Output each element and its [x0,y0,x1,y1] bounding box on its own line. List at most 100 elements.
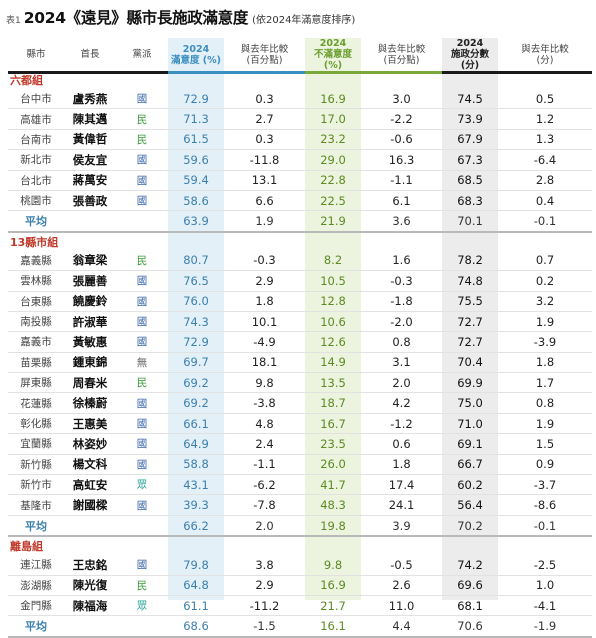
empty-cell [64,515,116,538]
unsat-change-value: -0.5 [361,555,442,576]
unsat-change-value: 6.1 [361,190,442,212]
table-row: 台中市 盧秀燕國 72.9 0.3 16.9 3.0 74.5 0.5 [8,89,592,110]
group-name: 13縣市組 [10,235,59,249]
mayor-name: 饒慶鈴 [64,291,116,312]
score-value: 68.1 [442,595,498,617]
party-cell: 眾 [116,474,168,496]
page-title: 2024《遠見》縣市長施政滿意度 [23,9,249,27]
party-cell: 國 [116,170,168,191]
dissatisfaction-value: 21.7 [305,595,361,617]
header-bar-dark [442,71,592,74]
empty-cell [64,210,116,233]
mayor-name: 林姿妙 [64,433,116,455]
city-cell: 連江縣 [8,555,64,576]
sat-change-value: -0.3 [224,250,305,272]
satisfaction-value: 76.0 [168,291,224,312]
satisfaction-value: 58.8 [168,454,224,476]
satisfaction-value: 69.7 [168,352,224,374]
unsat-change-value: 1.6 [361,250,442,272]
header-bar-blue [168,71,305,74]
satisfaction-value: 74.3 [168,311,224,333]
dissatisfaction-value: 8.2 [305,250,361,272]
table-row: 宜蘭縣 林姿妙國 64.9 2.4 23.5 0.6 69.1 1.5 [8,433,592,455]
score-change-value: 1.3 [498,129,592,151]
sat-change-value: -4.9 [224,331,305,353]
empty-cell [116,210,168,233]
avg-score-change: -1.9 [498,615,592,638]
sat-change-value: 0.3 [224,129,305,151]
city-cell: 高雄市 [8,108,64,130]
group-header-row: 六都組 [8,71,592,89]
dissatisfaction-value: 12.6 [305,331,361,353]
mayor-name: 陳光復 [64,575,116,596]
unsat-change-value: 0.8 [361,331,442,353]
dissatisfaction-value: 26.0 [305,454,361,476]
score-change-value: -4.1 [498,595,592,617]
unsat-change-value: 17.4 [361,474,442,496]
mayor-name: 周春米 [64,372,116,394]
group-name: 六都組 [10,74,43,87]
table-row: 苗栗縣 鍾東錦無 69.7 18.1 14.9 3.1 70.4 1.8 [8,352,592,374]
city-cell: 台北市 [8,170,64,191]
unsat-change-value: -1.2 [361,413,442,435]
satisfaction-value: 69.2 [168,392,224,414]
sat-change-value: 10.1 [224,311,305,333]
party-cell: 民 [116,108,168,130]
score-change-value: 1.9 [498,311,592,333]
party-cell: 國 [116,89,168,110]
sat-change-value: -11.2 [224,595,305,617]
average-label: 平均 [8,615,64,638]
unsat-change-value: -0.6 [361,129,442,151]
header-satisfaction: 2024 滿意度 (%) [170,43,221,66]
table-row: 花蓮縣 徐榛蔚國 69.2 -3.8 18.7 4.2 75.0 0.8 [8,392,592,414]
header-unsat-change: 與去年比較 (百分點) [377,43,426,66]
mayor-name: 蔣萬安 [64,170,116,191]
sat-change-value: 6.6 [224,190,305,212]
score-value: 69.9 [442,372,498,394]
party-cell: 國 [116,494,168,516]
satisfaction-value: 64.9 [168,433,224,455]
dissatisfaction-value: 16.9 [305,575,361,596]
score-change-value: -6.4 [498,149,592,171]
city-cell: 桃園市 [8,190,64,212]
sat-change-value: -3.8 [224,392,305,414]
score-value: 74.8 [442,270,498,292]
avg-sat-change: -1.5 [224,615,305,638]
score-value: 67.3 [442,149,498,171]
score-value: 72.7 [442,311,498,333]
table-row: 新北市 侯友宜國 59.6 -11.8 29.0 16.3 67.3 -6.4 [8,149,592,171]
table-row: 桃園市 張善政國 58.6 6.6 22.5 6.1 68.3 0.4 [8,190,592,212]
satisfaction-value: 58.6 [168,190,224,212]
score-value: 68.3 [442,190,498,212]
satisfaction-value: 61.1 [168,595,224,617]
table-row: 澎湖縣 陳光復民 64.8 2.9 16.9 2.6 69.6 1.0 [8,575,592,596]
dissatisfaction-value: 48.3 [305,494,361,516]
avg-satisfaction: 63.9 [168,210,224,233]
sat-change-value: 13.1 [224,170,305,191]
unsat-change-value: -2.0 [361,311,442,333]
mayor-name: 徐榛蔚 [64,392,116,414]
satisfaction-value: 64.8 [168,575,224,596]
title-subtitle: (依2024年滿意度排序) [252,15,356,26]
mayor-name: 楊文科 [64,454,116,476]
header-row: 縣市 首長 黨派 2024 滿意度 (%) 與去年比較 (百分點) 2024 不… [8,38,592,71]
unsat-change-value: 3.1 [361,352,442,374]
city-cell: 新竹縣 [8,454,64,476]
group-header-row: 離島組 [8,536,592,555]
unsat-change-value: 16.3 [361,149,442,171]
table-row: 台南市 黃偉哲民 61.5 0.3 23.2 -0.6 67.9 1.3 [8,129,592,151]
unsat-change-value: 11.0 [361,595,442,617]
sat-change-value: 18.1 [224,352,305,374]
satisfaction-table: 縣市 首長 黨派 2024 滿意度 (%) 與去年比較 (百分點) 2024 不… [8,38,592,638]
table-title: 表1 2024《遠見》縣市長施政滿意度 (依2024年滿意度排序) [6,6,355,34]
table-row: 基隆市 謝國樑國 39.3 -7.8 48.3 24.1 56.4 -8.6 [8,494,592,516]
mayor-name: 黃敏惠 [64,331,116,353]
score-value: 56.4 [442,494,498,516]
group-name: 離島組 [10,540,43,554]
party-cell: 國 [116,190,168,212]
avg-dissatisfaction: 16.1 [305,615,361,638]
city-cell: 基隆市 [8,494,64,516]
sat-change-value: 4.8 [224,413,305,435]
dissatisfaction-value: 17.0 [305,108,361,130]
table-row: 新竹市 高虹安眾 43.1 -6.2 41.7 17.4 60.2 -3.7 [8,474,592,496]
